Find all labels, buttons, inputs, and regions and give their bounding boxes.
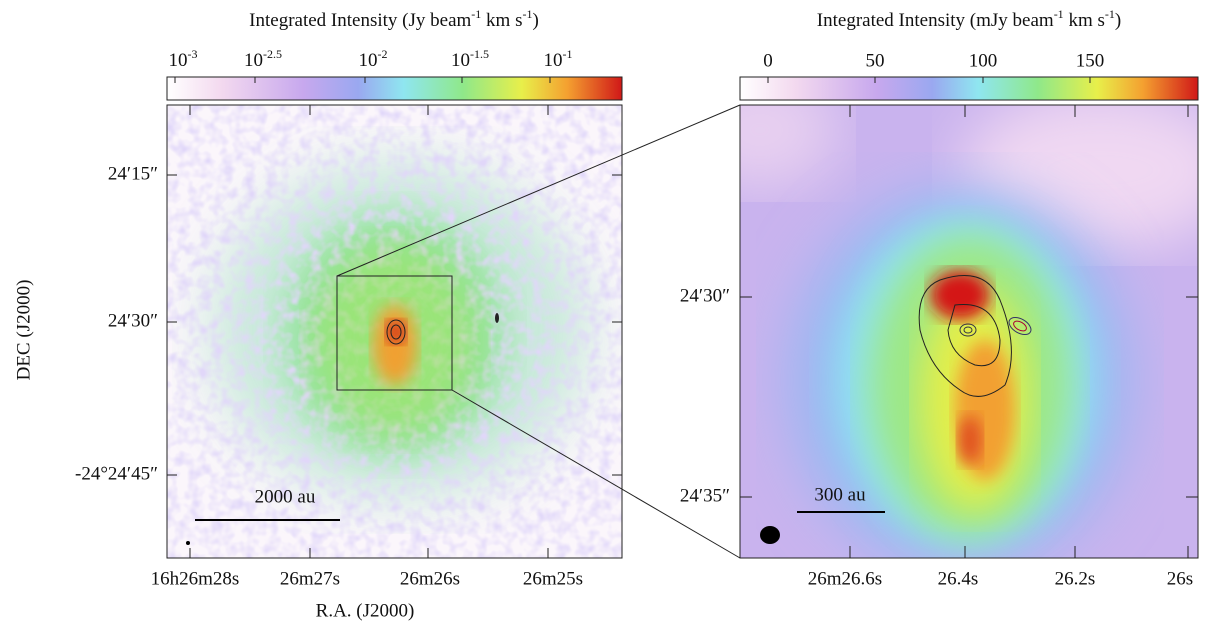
x-tick-label: 26m27s: [280, 568, 340, 589]
colorbar-tick-label: 50: [866, 50, 885, 71]
title-part: ): [532, 10, 538, 31]
colorbar-title: Integrated Intensity (Jy beam-1 km s-1): [249, 7, 539, 32]
x-axis-label: R.A. (J2000): [316, 600, 415, 621]
superscript: -2: [378, 47, 388, 61]
y-tick-label: 24′30″: [108, 310, 158, 331]
colorbar-title: Integrated Intensity (mJy beam-1 km s-1): [817, 7, 1121, 32]
colorbar: [166, 76, 623, 101]
x-tick-label: 26m26.6s: [808, 568, 882, 589]
scale-bar-label: 300 au: [814, 484, 866, 505]
y-tick-label: 24′15″: [108, 163, 158, 184]
map-frame: [739, 104, 1199, 559]
superscript: -3: [188, 47, 198, 61]
x-tick-label: 26.4s: [938, 568, 979, 589]
title-part: km s: [481, 10, 522, 31]
tick-base: 10: [451, 50, 470, 71]
colorbar-tick-label: 10-2.5: [244, 47, 282, 72]
colorbar-tick-label: 0: [763, 50, 773, 71]
title-part: ): [1115, 10, 1121, 31]
x-tick-label: 16h26m28s: [151, 568, 240, 589]
superscript: -2.5: [263, 47, 282, 61]
y-tick-label: 24′35″: [680, 485, 730, 506]
colorbar-tick-label: 100: [969, 50, 998, 71]
intensity-map: [167, 105, 622, 558]
colorbar-tick-label: 10-3: [169, 47, 198, 72]
tick-base: 10: [544, 50, 563, 71]
superscript: -1: [563, 47, 573, 61]
title-part: Integrated Intensity (mJy beam: [817, 10, 1054, 31]
colorbar-tick-label: 10-2: [359, 47, 388, 72]
x-tick-label: 26m25s: [523, 568, 583, 589]
colorbar-tick-label: 150: [1076, 50, 1105, 71]
title-part: Integrated Intensity (Jy beam: [249, 10, 471, 31]
colorbar-tick-label: 10-1: [544, 47, 573, 72]
y-tick-label: -24°24′45″: [75, 463, 158, 484]
x-tick-label: 26s: [1167, 568, 1193, 589]
zoom-box: [336, 275, 453, 391]
y-axis-label: DEC (J2000): [13, 280, 34, 381]
tick-base: 10: [244, 50, 263, 71]
superscript: -1: [1054, 7, 1064, 21]
map-frame: [166, 104, 623, 559]
zoom-line: [336, 104, 741, 277]
superscript: -1.5: [470, 47, 489, 61]
colorbar: [739, 76, 1199, 101]
tick-base: 10: [169, 50, 188, 71]
x-tick-label: 26.2s: [1055, 568, 1096, 589]
colorbar-tick-label: 10-1.5: [451, 47, 489, 72]
x-tick-label: 26m26s: [400, 568, 460, 589]
superscript: -1: [1105, 7, 1115, 21]
zoom-line: [451, 389, 741, 559]
y-tick-label: 24′30″: [680, 285, 730, 306]
superscript: -1: [522, 7, 532, 21]
intensity-map: [740, 105, 1198, 558]
tick-base: 10: [359, 50, 378, 71]
scale-bar-label: 2000 au: [255, 486, 316, 507]
title-part: km s: [1064, 10, 1105, 31]
superscript: -1: [471, 7, 481, 21]
